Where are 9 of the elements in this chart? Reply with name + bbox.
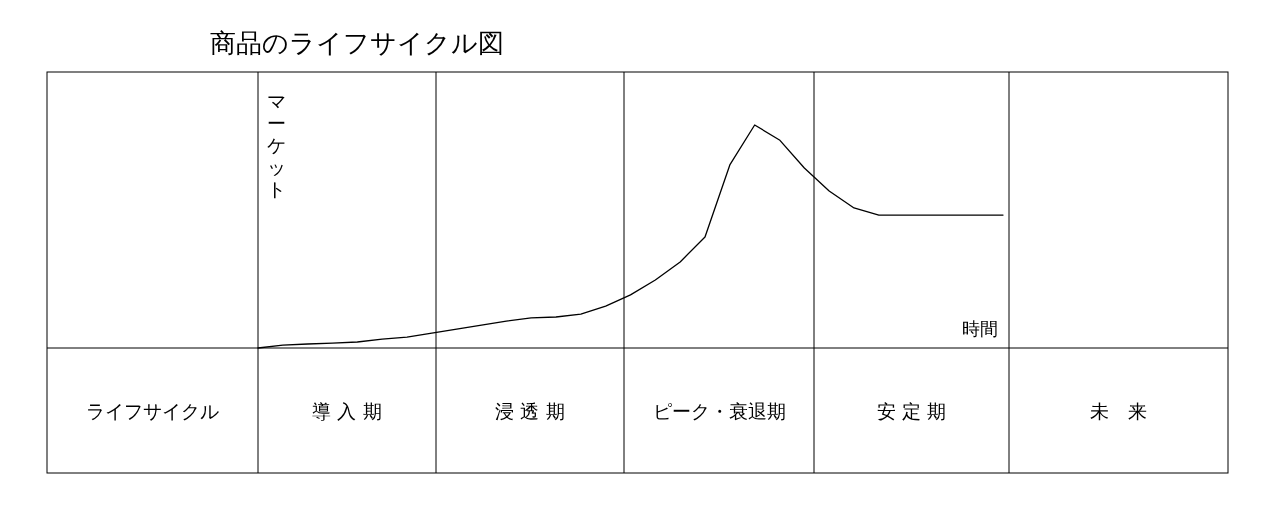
annotation: 未 来 xyxy=(1090,399,1147,422)
ylabel: マーケット xyxy=(266,90,286,200)
annotation: 導 入 期 xyxy=(312,399,382,422)
xlabel: 時間 xyxy=(962,318,998,339)
annotation: 浸 透 期 xyxy=(495,399,565,422)
annotation: 安 定 期 xyxy=(876,399,947,422)
annotation: ピーク・衰退期 xyxy=(652,399,786,422)
annotation: ライフサイクル xyxy=(86,399,219,422)
title: 商品のライフサイクル図 xyxy=(210,28,504,58)
